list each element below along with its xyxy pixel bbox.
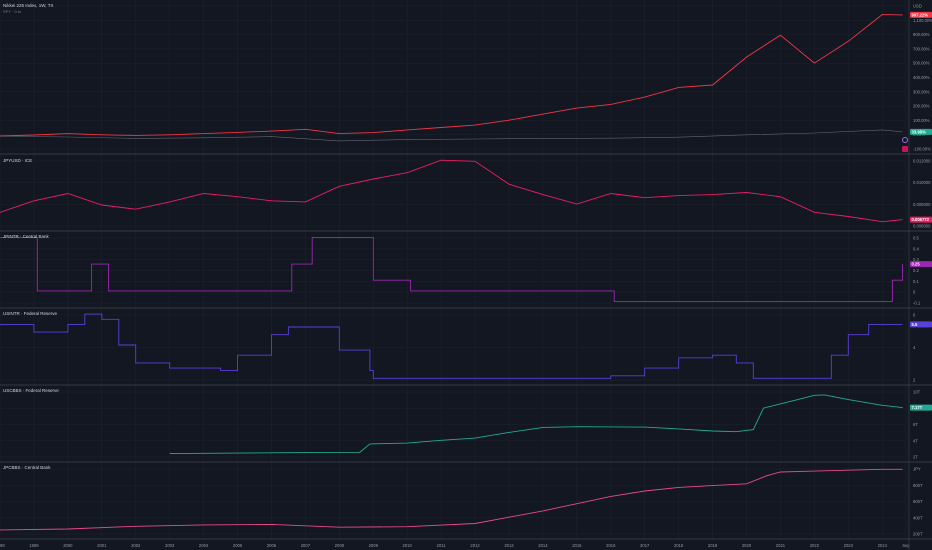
time-axis-label: 2000: [63, 543, 73, 548]
series-line: [169, 394, 903, 455]
y-axis-label: 0.1: [913, 279, 919, 284]
pane-title-jpyusd: JPYUSD · ICE: [3, 158, 33, 163]
pane-title-jpcbbs: JPCBBS · Central Bank: [3, 465, 51, 470]
y-axis-label: 6: [913, 313, 916, 318]
time-axis-label: 2011: [437, 543, 447, 548]
time-axis-label: 2012: [470, 543, 480, 548]
time-axis-label: 2017: [640, 543, 650, 548]
y-axis-label: -100.00%: [913, 147, 931, 152]
y-axis-label: 0.012000: [913, 159, 931, 164]
time-axis-label: 2014: [538, 543, 548, 548]
last-value-label: 7.17T: [912, 405, 923, 410]
last-value-label: 0.25: [912, 262, 921, 267]
time-axis-label: 2010: [403, 543, 413, 548]
series-line: [0, 313, 903, 379]
y-axis-label: 2: [913, 378, 916, 383]
time-axis-label: 2002: [131, 543, 141, 548]
y-axis-label: 0.4: [913, 246, 919, 251]
alert-icon[interactable]: [902, 137, 908, 143]
time-axis-label: 2007: [301, 543, 311, 548]
series-line: [0, 129, 903, 142]
time-axis-label: 2013: [504, 543, 514, 548]
last-value-label: 997.22%: [912, 12, 929, 17]
y-axis-label: 4T: [913, 438, 918, 443]
last-value-label: 5.5: [912, 322, 918, 327]
time-axis-label: 2008: [335, 543, 345, 548]
y-axis-label: 300.00%: [913, 89, 930, 94]
y-axis-label: 0: [913, 290, 916, 295]
secondary-value-label: 33.98%: [912, 129, 926, 134]
series-line: [0, 468, 903, 531]
time-axis-label: 2004: [199, 543, 209, 548]
time-axis-label: 2015: [572, 543, 582, 548]
y-axis-label: 1,100.00%: [913, 18, 932, 23]
y-axis-label: 0.3: [913, 257, 919, 262]
y-axis-label: USD: [913, 4, 922, 9]
y-axis-label: 900.00%: [913, 32, 930, 37]
last-value-badge: [910, 261, 932, 268]
y-axis-label: 0.008000: [913, 202, 931, 207]
time-axis-label: 2016: [606, 543, 616, 548]
time-axis-label: 2022: [810, 543, 820, 548]
last-value-badge: [910, 11, 932, 18]
last-value-badge: [910, 216, 932, 223]
time-axis-label: 2020: [742, 543, 752, 548]
y-axis-label: 6T: [913, 422, 918, 427]
time-axis-label: 2006: [267, 543, 277, 548]
series-line: [0, 159, 903, 223]
time-axis-label: 2021: [776, 543, 786, 548]
series-line: [0, 236, 904, 303]
last-value-badge: [910, 321, 932, 328]
y-axis-label: 800T: [913, 483, 923, 488]
pane-title-nikkei: Nikkei 225 Index, 1W, TX: [3, 3, 54, 8]
y-axis-label: 700.00%: [913, 46, 930, 51]
last-value-badge: [910, 404, 932, 411]
y-axis-label: 200.00%: [913, 104, 930, 109]
pane-subtitle: SPY · 0 to: [3, 9, 22, 14]
pane-title-usintr: USINTR · Federal Reserve: [3, 311, 58, 316]
time-axis-label: 2024: [878, 543, 888, 548]
y-axis-label: 400T: [913, 515, 923, 520]
time-axis-label: 1998: [0, 543, 5, 548]
y-axis-label: 0.5: [913, 236, 919, 241]
series-line: [0, 14, 903, 137]
y-axis-label: 500.00%: [913, 61, 930, 66]
y-axis-label: 4: [913, 345, 916, 350]
y-axis-label: -0.1: [913, 301, 921, 306]
y-axis-label: 400.00%: [913, 75, 930, 80]
y-axis-label: 10T: [913, 390, 921, 395]
pane-title-jpintr: JPINTR · Central Bank: [3, 234, 49, 239]
y-axis-label: 200T: [913, 532, 923, 537]
time-axis-label: Sep: [902, 543, 910, 548]
y-axis-label: JPY: [913, 467, 921, 472]
y-axis-label: 0.2: [913, 268, 919, 273]
time-axis-label: 2018: [674, 543, 684, 548]
last-value-label: 0.006772: [912, 217, 930, 222]
calendar-icon[interactable]: [902, 146, 908, 152]
y-axis-label: 0.010000: [913, 180, 931, 185]
y-axis-label: 0.006000: [913, 224, 931, 229]
time-axis-label: 2003: [165, 543, 175, 548]
pane-title-uscbbs: USCBBS · Federal Reserve: [3, 388, 59, 393]
time-axis-label: 2023: [844, 543, 854, 548]
time-axis-label: 2009: [369, 543, 379, 548]
time-axis-label: 2019: [708, 543, 718, 548]
y-axis-label: 2T: [913, 455, 918, 460]
time-axis-label: 1999: [29, 543, 39, 548]
time-axis-label: 2001: [97, 543, 107, 548]
y-axis-label: 600T: [913, 499, 923, 504]
secondary-value-badge: [910, 128, 932, 135]
time-axis-label: 2005: [233, 543, 243, 548]
y-axis-label: 100.00%: [913, 118, 930, 123]
